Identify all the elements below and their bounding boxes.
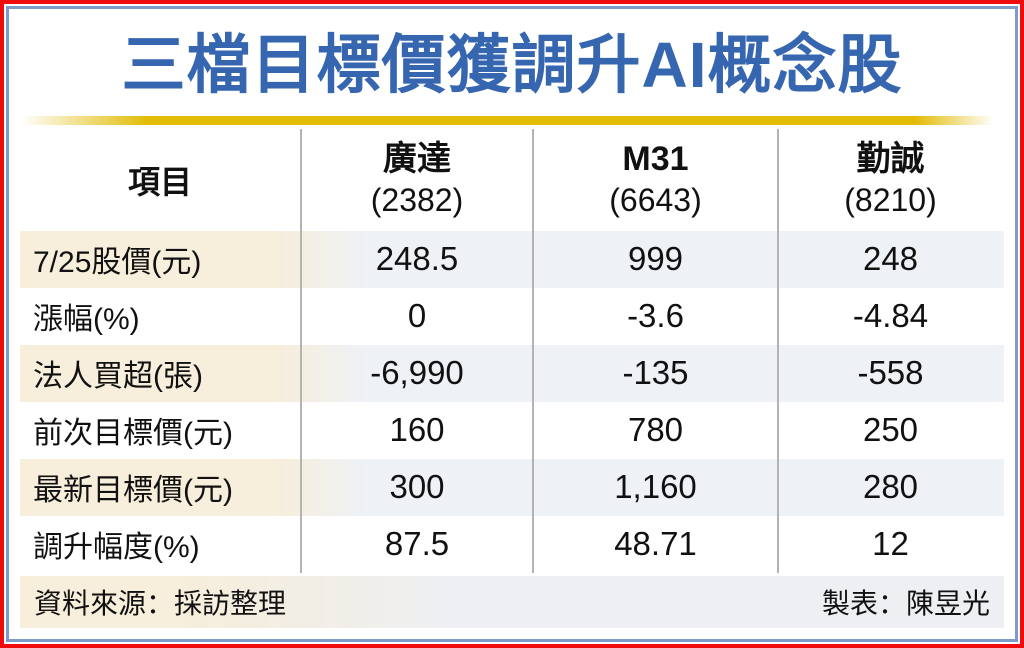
value-cell: -6,990: [300, 344, 532, 402]
row-label: 漲幅(%): [33, 303, 140, 337]
value-cell: 280: [777, 458, 1002, 516]
inner-panel: 三檔目標價獲調升AI概念股 項目 廣達 (2382) M31 (6643) 勤誠…: [6, 6, 1018, 642]
credit-note: 製表：陳昱光: [821, 587, 990, 619]
header-company-m31: M31 (6643): [532, 128, 777, 231]
value-cell: -558: [777, 344, 1002, 402]
header-company-chenbro: 勤誠 (8210): [777, 128, 1002, 231]
table-row: 7/25股價(元) 248.5 999 248: [20, 230, 1004, 288]
company-code: (8210): [844, 181, 937, 218]
table-row: 調升幅度(%) 87.5 48.71 12: [20, 515, 1004, 573]
value-cell: -135: [532, 344, 777, 402]
company-name: M31: [622, 140, 689, 179]
table-row: 最新目標價(元) 300 1,160 280: [20, 458, 1004, 516]
row-label: 法人買超(張): [33, 360, 203, 394]
value-cell: 0: [300, 287, 532, 345]
company-name: 勤誠: [856, 140, 925, 179]
header-company-quanta: 廣達 (2382): [300, 128, 532, 231]
stock-table: 項目 廣達 (2382) M31 (6643) 勤誠 (8210) 7/25股價…: [20, 128, 1004, 573]
value-cell: 250: [777, 401, 1002, 459]
value-cell: 160: [300, 401, 532, 459]
company-name: 廣達: [383, 140, 451, 179]
table-row: 漲幅(%) 0 -3.6 -4.84: [20, 287, 1004, 345]
value-cell: 87.5: [300, 515, 532, 573]
value-cell: -4.84: [777, 287, 1002, 345]
title-underline-bar: [20, 115, 1004, 125]
value-cell: 1,160: [532, 458, 777, 516]
row-label: 最新目標價(元): [33, 474, 233, 508]
footer-bar: 資料來源：採訪整理 製表：陳昱光: [20, 575, 1004, 628]
company-code: (6643): [609, 181, 702, 218]
value-cell: 48.71: [532, 515, 777, 573]
table-row: 前次目標價(元) 160 780 250: [20, 401, 1004, 459]
value-cell: 12: [777, 515, 1002, 573]
value-cell: 248: [777, 230, 1002, 288]
value-cell: -3.6: [532, 287, 777, 345]
page-title: 三檔目標價獲調升AI概念股: [121, 29, 903, 101]
value-cell: 780: [532, 401, 777, 459]
value-cell: 300: [300, 458, 532, 516]
header-item-label: 項目: [127, 163, 192, 200]
data-source-note: 資料來源：採訪整理: [34, 587, 287, 619]
value-cell: 999: [532, 230, 777, 288]
row-label: 前次目標價(元): [33, 417, 233, 451]
value-cell: 248.5: [300, 230, 532, 288]
row-label: 7/25股價(元): [33, 246, 202, 280]
table-row: 法人買超(張) -6,990 -135 -558: [20, 344, 1004, 402]
company-code: (2382): [370, 181, 464, 218]
row-label: 調升幅度(%): [33, 531, 200, 565]
table-header-row: 項目 廣達 (2382) M31 (6643) 勤誠 (8210): [20, 128, 1004, 231]
